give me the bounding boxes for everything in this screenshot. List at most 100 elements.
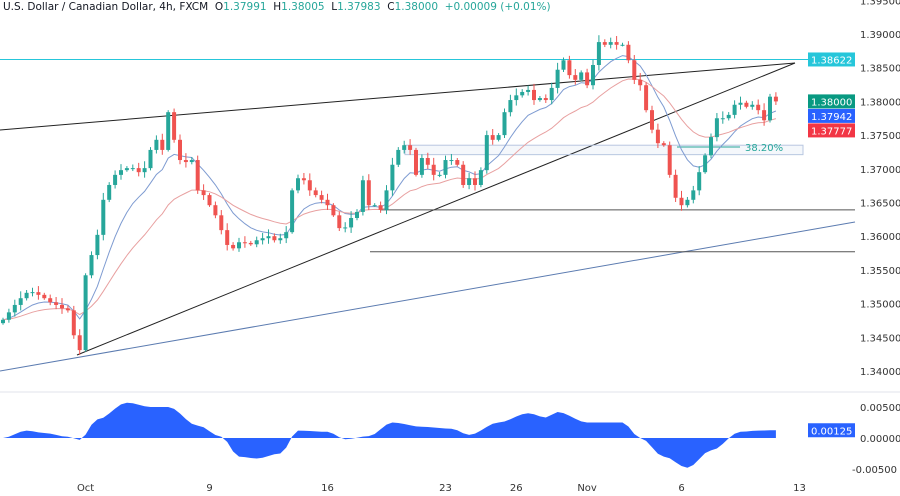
fib-label: 38.20% bbox=[745, 143, 783, 154]
price-tag-label: 1.37942 bbox=[811, 112, 852, 123]
candle bbox=[567, 55, 572, 79]
candle-body bbox=[738, 102, 743, 105]
candle bbox=[768, 93, 772, 123]
candle bbox=[1, 317, 5, 325]
price-tick-label: 1.39000 bbox=[860, 30, 900, 41]
candle-body bbox=[626, 44, 631, 61]
low-label: L bbox=[331, 1, 338, 13]
candle bbox=[608, 37, 613, 49]
candle bbox=[272, 233, 277, 243]
candle bbox=[543, 94, 548, 103]
candle-body bbox=[372, 205, 377, 207]
candle bbox=[549, 82, 554, 105]
upper-trendline[interactable] bbox=[0, 62, 796, 131]
candle bbox=[307, 173, 312, 196]
candle bbox=[183, 153, 188, 168]
candle bbox=[71, 305, 76, 339]
candle-body bbox=[720, 118, 725, 120]
candle-body bbox=[130, 168, 135, 170]
price-tick-label: 1.39500 bbox=[860, 0, 900, 7]
candle-body bbox=[638, 79, 643, 86]
price-tag: 1.38000 bbox=[808, 94, 855, 109]
candle bbox=[189, 157, 194, 165]
close-label: C bbox=[387, 1, 395, 13]
candle bbox=[762, 103, 767, 126]
candle-body bbox=[266, 236, 271, 239]
candle-body bbox=[242, 242, 247, 244]
candle-body bbox=[360, 180, 365, 212]
candle-body bbox=[408, 145, 413, 150]
candle bbox=[160, 133, 165, 155]
candle-body bbox=[467, 178, 472, 185]
candle bbox=[661, 141, 666, 147]
price-tag-label: 1.37777 bbox=[811, 126, 852, 137]
candle-body bbox=[620, 44, 625, 46]
price-tick-label: 1.35000 bbox=[860, 300, 900, 311]
candle-body bbox=[537, 98, 542, 101]
candle-body bbox=[484, 135, 489, 171]
candle-body bbox=[48, 298, 53, 303]
candle bbox=[360, 175, 365, 216]
candle bbox=[773, 92, 778, 105]
price-tick-label: 1.37500 bbox=[860, 131, 900, 142]
candle-body bbox=[89, 255, 94, 276]
candle-body bbox=[461, 164, 466, 185]
candle-body bbox=[30, 292, 35, 294]
candle-body bbox=[602, 42, 607, 45]
candle bbox=[467, 172, 472, 190]
candle bbox=[319, 190, 324, 204]
candle bbox=[378, 201, 383, 213]
candle-body bbox=[384, 190, 389, 210]
candle bbox=[260, 232, 265, 245]
candle-body bbox=[655, 129, 660, 144]
candle bbox=[366, 174, 371, 211]
candle bbox=[372, 203, 377, 207]
candle-body bbox=[632, 60, 637, 80]
candle bbox=[349, 211, 354, 233]
candle-body bbox=[614, 42, 619, 45]
candle bbox=[343, 222, 348, 233]
candle bbox=[313, 187, 318, 198]
lower-trendline[interactable] bbox=[76, 62, 796, 356]
candle-body bbox=[502, 112, 507, 136]
candle bbox=[579, 70, 584, 82]
candle bbox=[142, 161, 147, 178]
candle bbox=[720, 111, 725, 124]
candle bbox=[644, 82, 649, 113]
candle bbox=[266, 229, 271, 244]
candle bbox=[136, 162, 141, 177]
candle bbox=[154, 135, 159, 154]
candle-body bbox=[195, 160, 200, 191]
candle-body bbox=[608, 42, 613, 45]
candle bbox=[30, 287, 35, 297]
candle-body bbox=[343, 227, 348, 229]
candle bbox=[237, 237, 241, 252]
candle-body bbox=[331, 205, 336, 216]
fib-zone[interactable] bbox=[404, 144, 804, 156]
candle-body bbox=[673, 174, 678, 198]
candle-body bbox=[154, 139, 159, 150]
candle bbox=[697, 166, 702, 196]
candle-body bbox=[591, 65, 595, 86]
candle bbox=[726, 112, 731, 121]
candle bbox=[626, 41, 631, 64]
time-tick-label: 23 bbox=[439, 483, 452, 494]
candle-body bbox=[172, 112, 177, 140]
candle-body bbox=[166, 112, 171, 150]
candle bbox=[65, 305, 70, 313]
candle bbox=[36, 286, 41, 300]
long-term-trendline[interactable] bbox=[0, 221, 856, 372]
price-tick-label: 1.37000 bbox=[860, 165, 900, 176]
candle-body bbox=[561, 60, 566, 70]
candle-body bbox=[661, 143, 666, 146]
candle bbox=[148, 147, 153, 171]
candle-body bbox=[284, 232, 289, 239]
price-tick-label: 1.36000 bbox=[860, 232, 900, 243]
candle bbox=[691, 185, 696, 204]
candle bbox=[508, 94, 513, 117]
candle bbox=[461, 161, 466, 188]
candle bbox=[301, 172, 306, 185]
candle-body bbox=[773, 96, 778, 102]
candle bbox=[225, 223, 230, 251]
